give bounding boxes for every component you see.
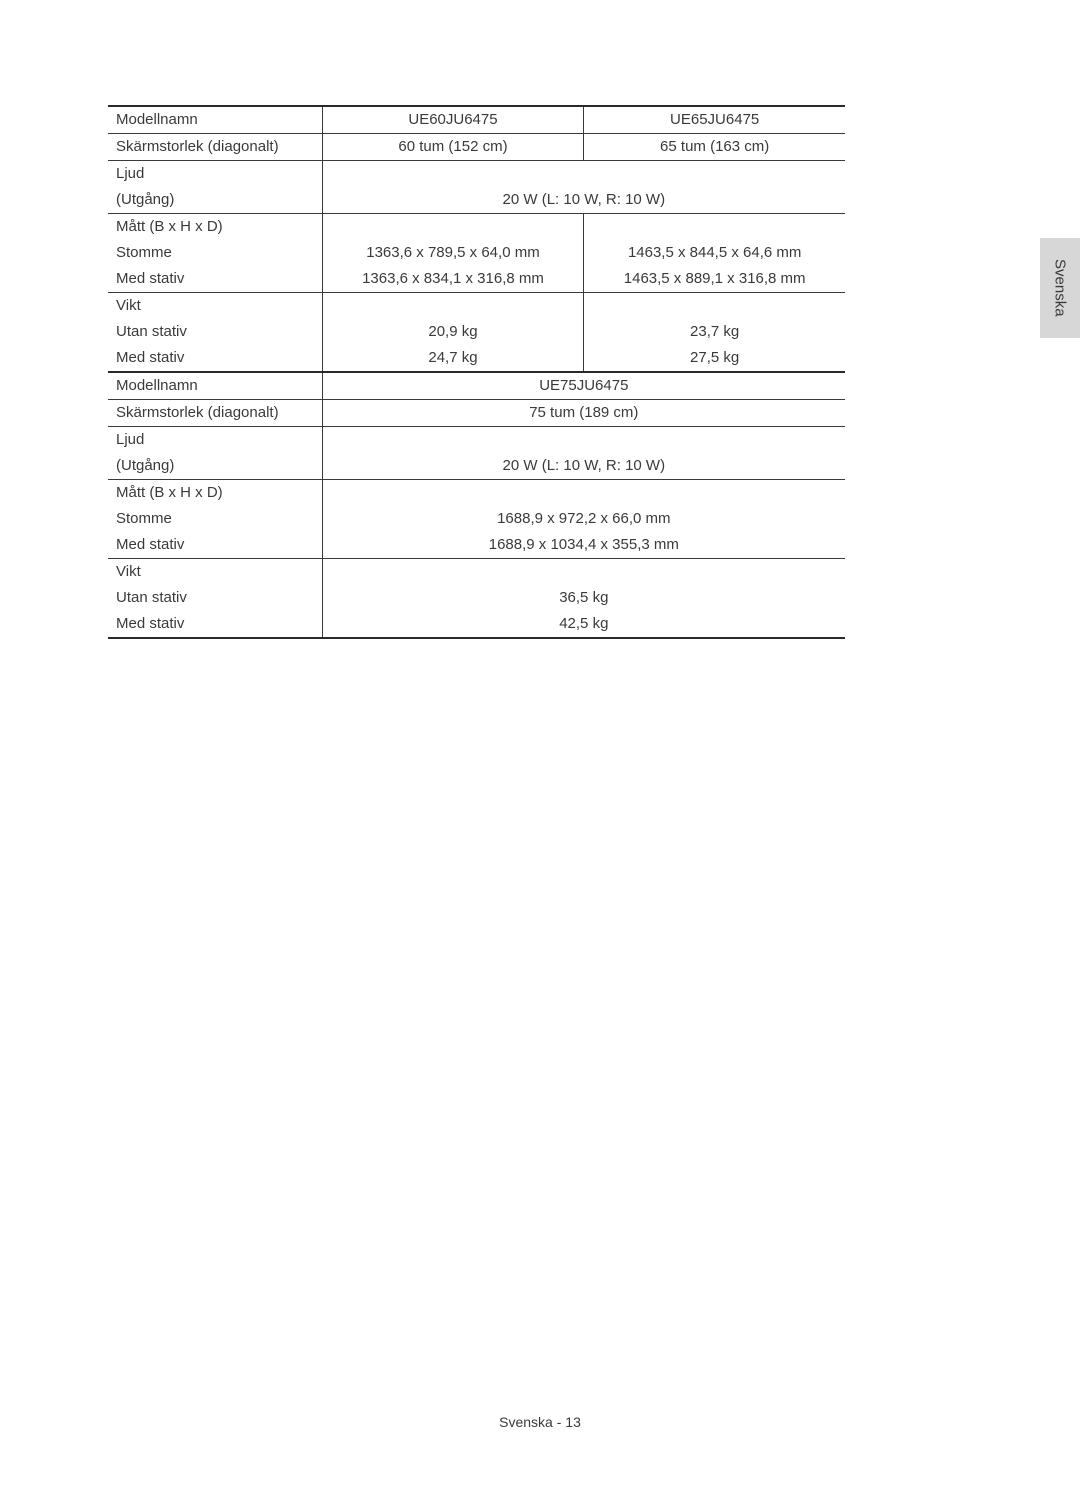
label-nostand: Utan stativ xyxy=(108,319,322,345)
label-modelname: Modellnamn xyxy=(108,106,322,134)
spec-table-1: Modellnamn UE60JU6475 UE65JU6475 Skärmst… xyxy=(108,105,845,639)
cell-screen-b: 65 tum (163 cm) xyxy=(584,134,845,161)
label-weight: Vikt xyxy=(108,559,322,586)
cell-stand-a: 1363,6 x 834,1 x 316,8 mm xyxy=(322,266,584,293)
label-screensize: Skärmstorlek (diagonalt) xyxy=(108,400,322,427)
table-row: Skärmstorlek (diagonalt) 60 tum (152 cm)… xyxy=(108,134,845,161)
footer-lang: Svenska xyxy=(499,1414,553,1430)
cell-weight-st-b: 27,5 kg xyxy=(584,345,845,372)
cell-model-a: UE60JU6475 xyxy=(322,106,584,134)
table-row: Skärmstorlek (diagonalt) 75 tum (189 cm) xyxy=(108,400,845,427)
cell-sound-out-c: 20 W (L: 10 W, R: 10 W) xyxy=(322,453,845,480)
cell-weight-st-c: 42,5 kg xyxy=(322,611,845,638)
table-row: Vikt xyxy=(108,559,845,586)
table-row: Modellnamn UE75JU6475 xyxy=(108,372,845,400)
cell-body-b: 1463,5 x 844,5 x 64,6 mm xyxy=(584,240,845,266)
table-row: Ljud xyxy=(108,161,845,188)
table-row: Med stativ 1688,9 x 1034,4 x 355,3 mm xyxy=(108,532,845,559)
footer-sep: - xyxy=(553,1414,565,1430)
label-withstand2: Med stativ xyxy=(108,345,322,372)
cell-body-a: 1363,6 x 789,5 x 64,0 mm xyxy=(322,240,584,266)
label-weight: Vikt xyxy=(108,293,322,320)
label-nostand: Utan stativ xyxy=(108,585,322,611)
cell-weight-no-c: 36,5 kg xyxy=(322,585,845,611)
label-withstand: Med stativ xyxy=(108,266,322,293)
cell-screen-c: 75 tum (189 cm) xyxy=(322,400,845,427)
label-output: (Utgång) xyxy=(108,187,322,214)
cell-weight-no-b: 23,7 kg xyxy=(584,319,845,345)
table-row: Mått (B x H x D) xyxy=(108,480,845,507)
cell-model-c: UE75JU6475 xyxy=(322,372,845,400)
cell-sound-out: 20 W (L: 10 W, R: 10 W) xyxy=(322,187,845,214)
label-body: Stomme xyxy=(108,506,322,532)
table-row: (Utgång) 20 W (L: 10 W, R: 10 W) xyxy=(108,187,845,214)
cell-empty xyxy=(584,214,845,241)
cell-weight-no-a: 20,9 kg xyxy=(322,319,584,345)
cell-empty xyxy=(584,293,845,320)
label-sound: Ljud xyxy=(108,427,322,454)
table-row: Stomme 1363,6 x 789,5 x 64,0 mm 1463,5 x… xyxy=(108,240,845,266)
table-row: Med stativ 24,7 kg 27,5 kg xyxy=(108,345,845,372)
label-modelname: Modellnamn xyxy=(108,372,322,400)
table-row: Mått (B x H x D) xyxy=(108,214,845,241)
cell-empty xyxy=(322,293,584,320)
label-withstand2: Med stativ xyxy=(108,611,322,638)
table-row: Med stativ 1363,6 x 834,1 x 316,8 mm 146… xyxy=(108,266,845,293)
table-row: (Utgång) 20 W (L: 10 W, R: 10 W) xyxy=(108,453,845,480)
table-row: Ljud xyxy=(108,427,845,454)
cell-weight-st-a: 24,7 kg xyxy=(322,345,584,372)
table-row: Stomme 1688,9 x 972,2 x 66,0 mm xyxy=(108,506,845,532)
table-row: Vikt xyxy=(108,293,845,320)
language-side-tab: Svenska xyxy=(1040,238,1080,338)
label-body: Stomme xyxy=(108,240,322,266)
cell-empty xyxy=(322,214,584,241)
cell-empty xyxy=(322,559,845,586)
footer-page-number: 13 xyxy=(565,1414,581,1430)
label-output: (Utgång) xyxy=(108,453,322,480)
cell-empty xyxy=(322,480,845,507)
label-screensize: Skärmstorlek (diagonalt) xyxy=(108,134,322,161)
label-dimensions: Mått (B x H x D) xyxy=(108,480,322,507)
table-row: Med stativ 42,5 kg xyxy=(108,611,845,638)
label-withstand: Med stativ xyxy=(108,532,322,559)
cell-empty xyxy=(322,427,845,454)
page-footer: Svenska - 13 xyxy=(0,1414,1080,1430)
label-sound: Ljud xyxy=(108,161,322,188)
table-row: Modellnamn UE60JU6475 UE65JU6475 xyxy=(108,106,845,134)
cell-body-c: 1688,9 x 972,2 x 66,0 mm xyxy=(322,506,845,532)
page: Svenska Modellnamn UE60JU6475 UE65JU6475… xyxy=(0,0,1080,1494)
cell-model-b: UE65JU6475 xyxy=(584,106,845,134)
cell-empty xyxy=(322,161,845,188)
cell-stand-c: 1688,9 x 1034,4 x 355,3 mm xyxy=(322,532,845,559)
cell-stand-b: 1463,5 x 889,1 x 316,8 mm xyxy=(584,266,845,293)
table-row: Utan stativ 20,9 kg 23,7 kg xyxy=(108,319,845,345)
cell-screen-a: 60 tum (152 cm) xyxy=(322,134,584,161)
table-row: Utan stativ 36,5 kg xyxy=(108,585,845,611)
label-dimensions: Mått (B x H x D) xyxy=(108,214,322,241)
